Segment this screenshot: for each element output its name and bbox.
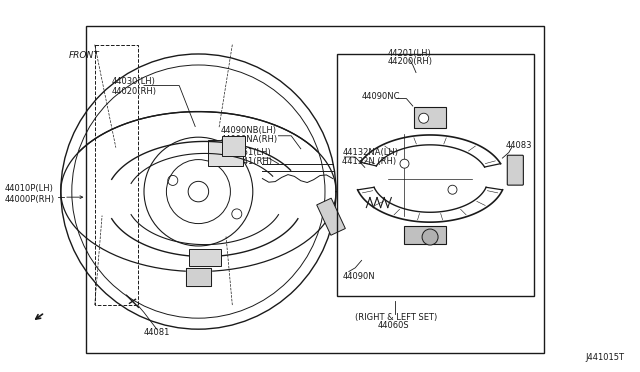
- Text: 44020(RH): 44020(RH): [112, 87, 157, 96]
- Text: FRONT: FRONT: [69, 51, 100, 60]
- FancyBboxPatch shape: [508, 155, 524, 185]
- Text: 44000P(RH): 44000P(RH): [4, 195, 54, 203]
- Text: 44060S: 44060S: [378, 321, 409, 330]
- Bar: [208, 140, 243, 166]
- Bar: [95, 45, 138, 305]
- Polygon shape: [186, 268, 211, 286]
- Text: 44090NC: 44090NC: [362, 92, 400, 101]
- Text: J441015T: J441015T: [585, 353, 624, 362]
- Circle shape: [422, 229, 438, 245]
- Circle shape: [448, 185, 457, 194]
- Text: 44051(LH): 44051(LH): [227, 148, 271, 157]
- Circle shape: [400, 159, 409, 168]
- Bar: [189, 249, 221, 266]
- Circle shape: [419, 113, 429, 123]
- Text: 44083: 44083: [506, 141, 532, 150]
- Text: 44090NA(RH): 44090NA(RH): [221, 135, 278, 144]
- Text: (RIGHT & LEFT SET): (RIGHT & LEFT SET): [355, 313, 438, 322]
- Bar: [86, 26, 544, 353]
- Text: 44041(RH): 44041(RH): [227, 157, 272, 166]
- Text: 44090NB(LH): 44090NB(LH): [221, 126, 276, 135]
- Bar: [222, 136, 245, 156]
- Text: 44132N (RH): 44132N (RH): [342, 157, 397, 166]
- Bar: [414, 107, 446, 128]
- Text: 44081: 44081: [144, 328, 170, 337]
- Text: 44010P(LH): 44010P(LH): [4, 185, 53, 193]
- Text: 44030(LH): 44030(LH): [112, 77, 156, 86]
- Bar: [404, 226, 446, 244]
- Bar: [337, 54, 534, 296]
- Text: 44132NA(LH): 44132NA(LH): [342, 148, 398, 157]
- Text: 44200(RH): 44200(RH): [387, 57, 432, 66]
- Bar: [317, 198, 346, 235]
- Text: 44201(LH): 44201(LH): [387, 49, 431, 58]
- Text: 44090N: 44090N: [342, 272, 375, 280]
